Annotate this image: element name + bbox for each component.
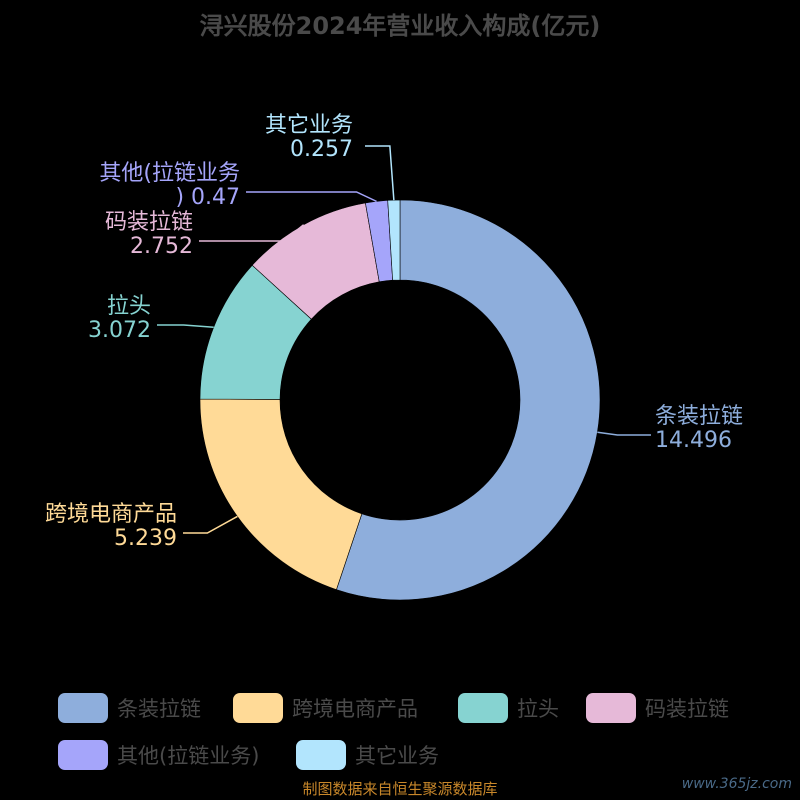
leader-line xyxy=(365,145,395,201)
legend-swatch xyxy=(458,693,508,723)
leader-line xyxy=(157,324,214,329)
legend-label: 拉头 xyxy=(517,697,559,721)
slice-value-label: 0.257 xyxy=(290,137,353,162)
donut-slice xyxy=(199,398,363,591)
legend-swatch xyxy=(58,740,108,770)
legend-label: 跨境电商产品 xyxy=(292,697,418,721)
slice-name-label: 条装拉链 xyxy=(655,404,743,429)
leader-line xyxy=(183,515,238,534)
slice-value-label: 2.752 xyxy=(130,234,193,259)
legend-label: 码装拉链 xyxy=(645,697,729,721)
donut-slice xyxy=(387,199,401,281)
chart-title: 浔兴股份2024年营业收入构成(亿元) xyxy=(199,12,601,40)
legend-label: 其它业务 xyxy=(355,744,439,768)
slice-name-label: 跨境电商产品 xyxy=(45,502,177,527)
legend-label: 条装拉链 xyxy=(117,697,201,721)
slice-value-label: 5.239 xyxy=(114,526,177,551)
leader-line xyxy=(199,224,305,242)
legend-swatch xyxy=(58,693,108,723)
slice-value-label: ) 0.47 xyxy=(175,185,240,210)
legend-item[interactable]: 码装拉链 xyxy=(586,693,729,723)
donut-slice xyxy=(336,199,601,601)
legend-item[interactable]: 其它业务 xyxy=(296,740,439,770)
leader-line xyxy=(597,431,651,436)
legend-swatch xyxy=(586,693,636,723)
slice-value-label: 3.072 xyxy=(88,318,151,343)
legend-item[interactable]: 拉头 xyxy=(458,693,559,723)
slice-name-label: 其它业务 xyxy=(265,113,353,138)
legend-swatch xyxy=(233,693,283,723)
slice-value-label: 14.496 xyxy=(655,428,732,453)
slice-name-label: 拉头 xyxy=(107,294,151,319)
legend-item[interactable]: 条装拉链 xyxy=(58,693,201,723)
legend-item[interactable]: 跨境电商产品 xyxy=(233,693,418,723)
data-source-note: 制图数据来自恒生聚源数据库 xyxy=(302,780,498,798)
slice-name-label: 其他(拉链业务 xyxy=(99,161,240,186)
watermark: www.365jz.com xyxy=(681,776,792,792)
legend-swatch xyxy=(296,740,346,770)
slice-name-label: 码装拉链 xyxy=(105,210,193,235)
legend-item[interactable]: 其他(拉链业务) xyxy=(58,740,259,770)
leader-line xyxy=(246,191,377,203)
legend-label: 其他(拉链业务) xyxy=(117,744,260,768)
